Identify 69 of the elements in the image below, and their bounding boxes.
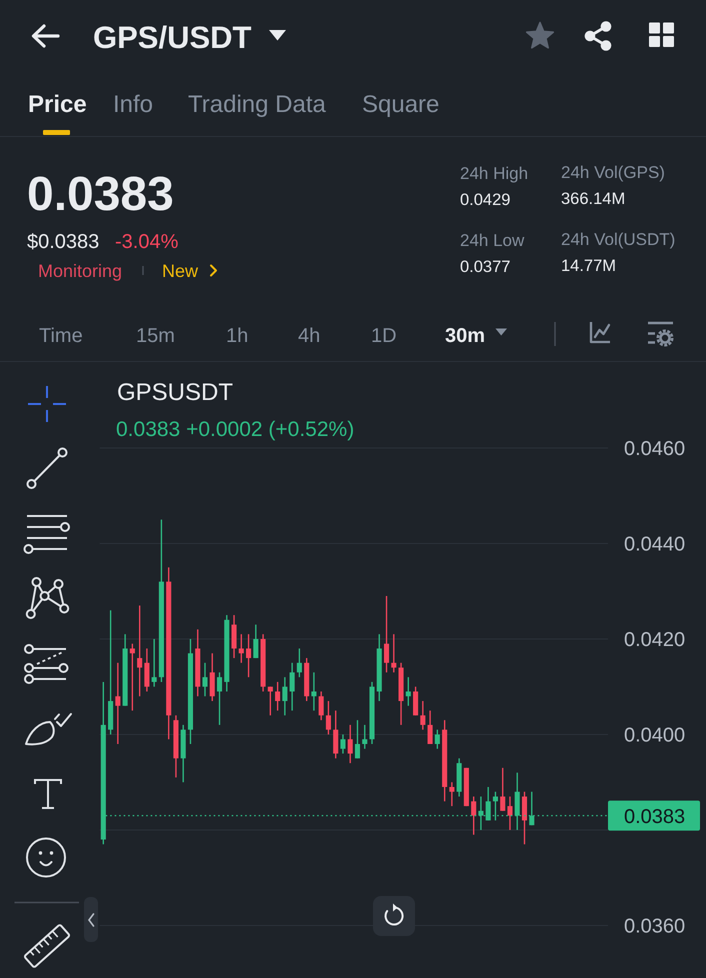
y-tick-label: 0.0460 <box>624 438 686 460</box>
y-tick-label: 0.0440 <box>624 534 686 556</box>
candlestick <box>137 604 142 697</box>
candlestick <box>406 676 411 706</box>
text: 1h <box>226 325 248 347</box>
text: 24h Vol(GPS) <box>561 163 665 182</box>
candlestick <box>471 796 476 836</box>
text: Trading Data <box>188 91 326 118</box>
candlestick <box>428 710 433 745</box>
text: 24h Low <box>460 231 525 250</box>
candlestick <box>333 710 338 759</box>
text: 4h <box>298 325 320 347</box>
text: GPSUSDT <box>117 379 234 406</box>
candlestick <box>362 724 368 750</box>
text: Price <box>28 91 87 118</box>
text: Time <box>39 325 83 347</box>
candlestick <box>144 648 150 692</box>
y-tick-label: 0.0420 <box>624 629 686 652</box>
candlestick <box>202 662 208 697</box>
candlestick <box>152 638 157 688</box>
text: Square <box>362 91 440 118</box>
text: GPS/USDT <box>93 20 252 55</box>
text: 0.0377 <box>460 258 510 276</box>
candlestick <box>449 782 454 807</box>
candlestick <box>413 686 418 716</box>
candlestick <box>354 719 360 759</box>
ref-line-label: 0.0383 <box>624 806 686 828</box>
candlestick <box>130 643 135 712</box>
candlestick <box>348 724 353 764</box>
candlestick <box>326 700 331 736</box>
text: $0.0383 <box>27 231 100 253</box>
candlestick <box>253 624 258 659</box>
candlestick <box>318 690 324 721</box>
text: New <box>162 261 200 281</box>
text: -3.04% <box>115 231 179 253</box>
text: 1D <box>371 325 397 347</box>
candlestick <box>384 595 390 674</box>
candlestick <box>311 672 316 712</box>
y-tick-label: 0.0360 <box>624 916 686 938</box>
candlestick <box>500 767 506 812</box>
candlestick <box>268 686 273 716</box>
candlestick <box>115 662 120 745</box>
text: 30m <box>445 325 486 347</box>
candlestick <box>238 634 244 664</box>
candlestick <box>275 681 280 712</box>
y-tick-label: 0.0400 <box>624 724 686 747</box>
candlestick <box>340 734 346 754</box>
candlestick <box>282 676 288 716</box>
text: 14.77M <box>561 257 616 275</box>
text: 24h High <box>460 164 528 183</box>
candlestick <box>290 662 295 712</box>
candlestick <box>296 648 302 678</box>
candlestick <box>210 652 215 702</box>
candlestick <box>216 672 222 726</box>
candlestick <box>231 614 237 659</box>
text: 0.0383 +0.0002 (+0.52%) <box>116 418 354 441</box>
candlestick <box>391 634 396 674</box>
candlestick <box>507 796 513 831</box>
candlestick <box>522 791 528 845</box>
text: 24h Vol(USDT) <box>561 230 676 249</box>
text: 15m <box>136 325 175 347</box>
text: 0.0383 <box>27 168 174 221</box>
text: Monitoring <box>38 261 122 281</box>
candlestick <box>246 634 252 678</box>
text: 366.14M <box>561 190 626 208</box>
text: Info <box>113 91 154 118</box>
candlestick <box>434 729 440 750</box>
candlestick <box>420 700 426 730</box>
text: 0.0429 <box>460 191 510 209</box>
